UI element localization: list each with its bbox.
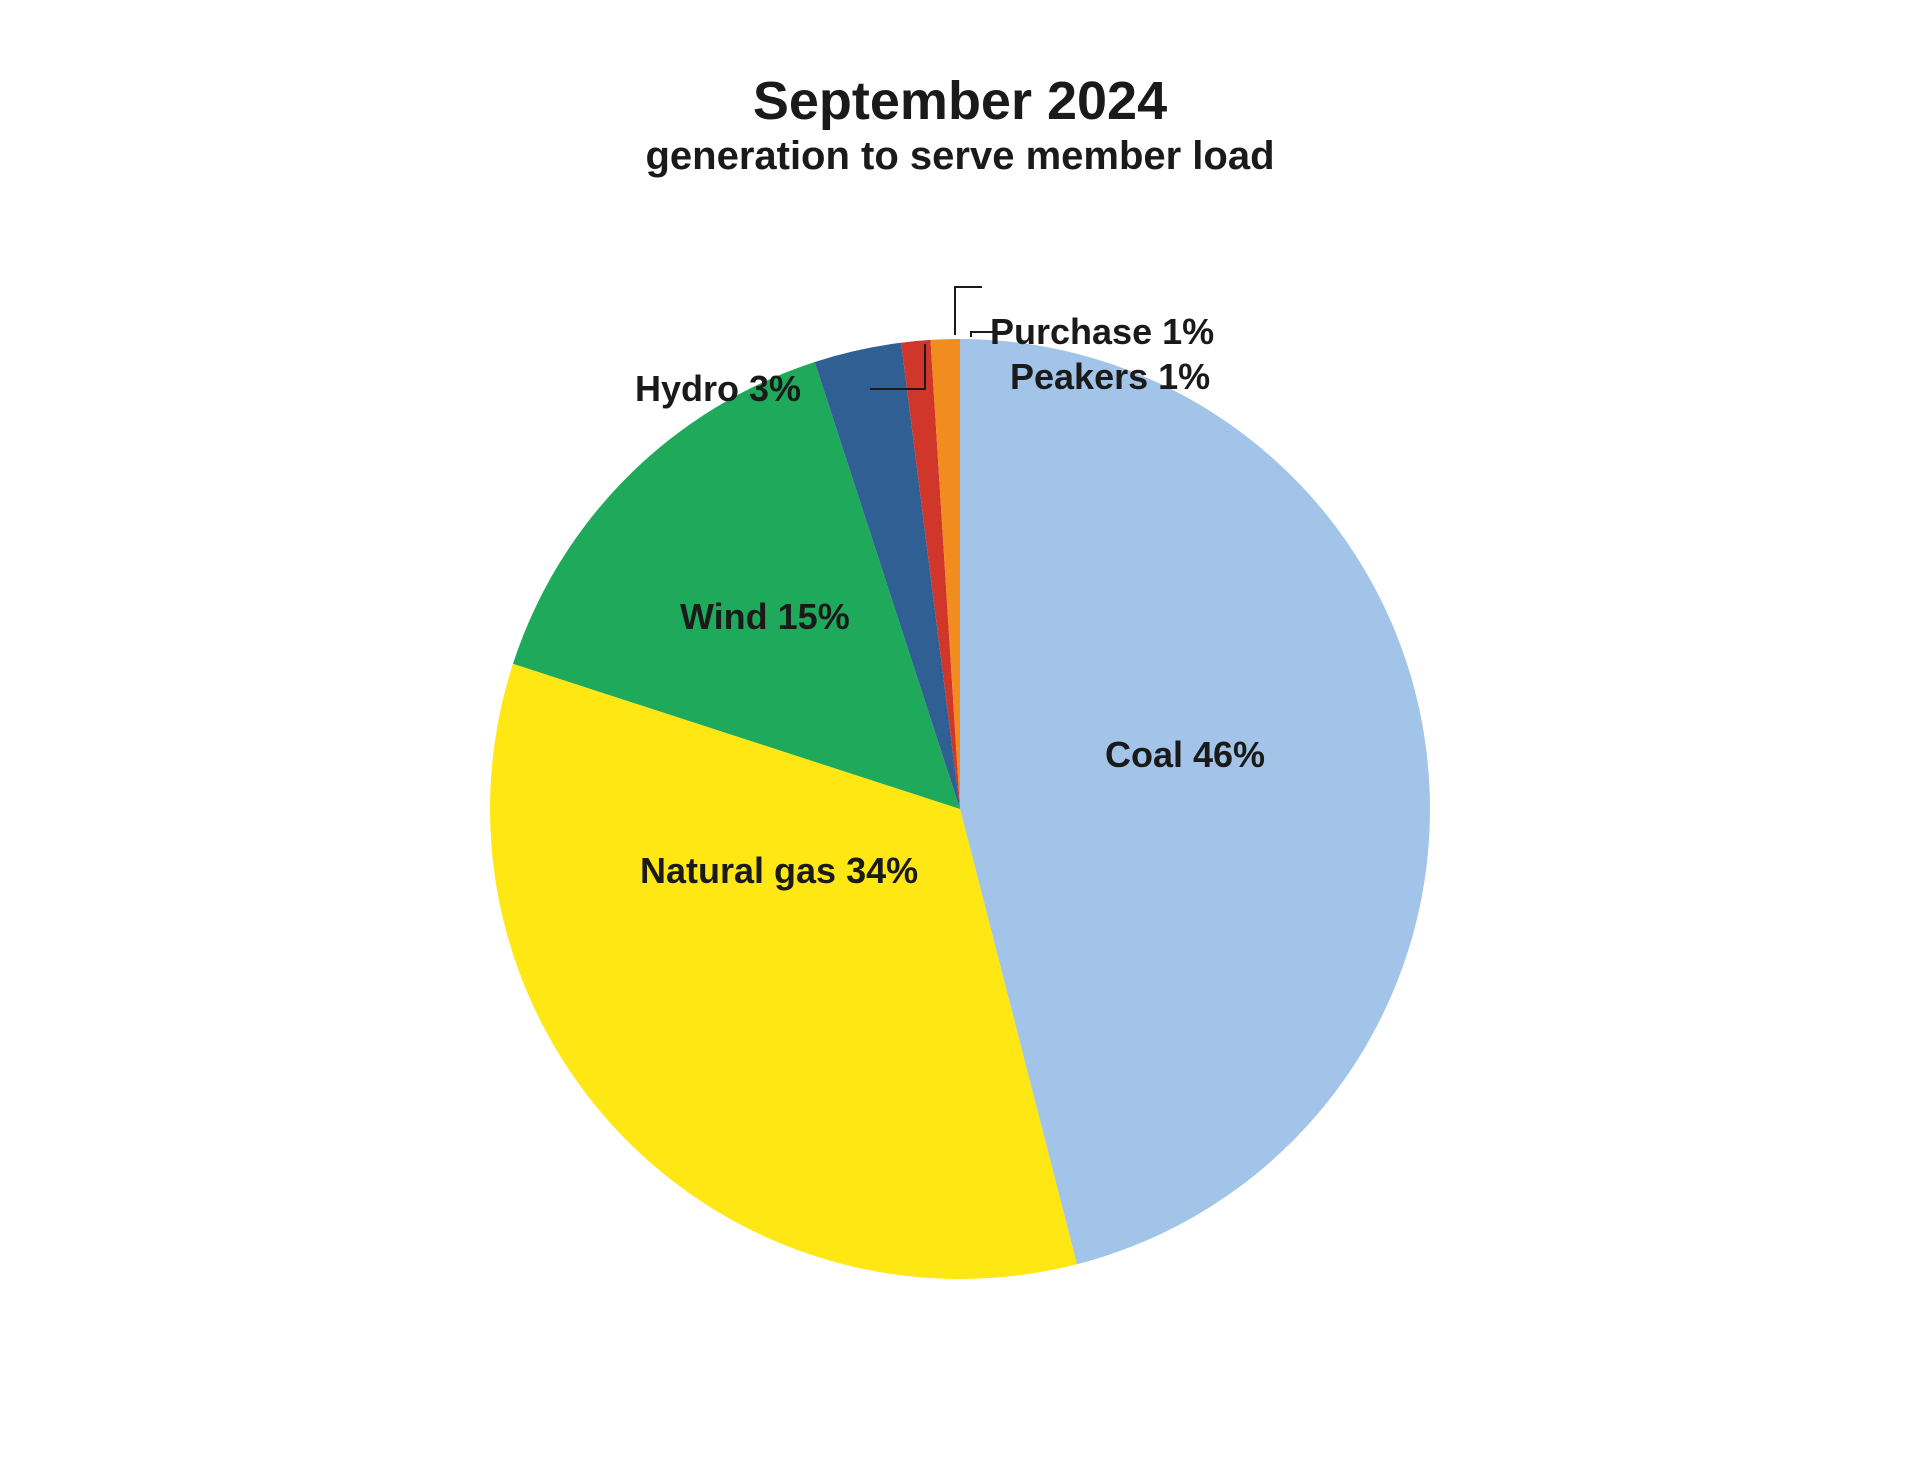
slice-label-wind: Wind 15% <box>680 596 850 638</box>
pie-chart-area: Coal 46% Natural gas 34% Wind 15% Hydro 3% P… <box>410 219 1510 1319</box>
pie-chart <box>410 219 1510 1319</box>
slice-label-natgas: Natural gas 34% <box>640 850 918 892</box>
chart-container: September 2024 generation to serve membe… <box>410 70 1510 1319</box>
leader-line-purchase <box>955 287 982 335</box>
slice-label-peakers: Peakers 1% <box>1010 356 1210 398</box>
chart-title: September 2024 <box>410 70 1510 132</box>
slice-label-hydro: Hydro 3% <box>635 368 801 410</box>
slice-label-coal: Coal 46% <box>1105 734 1265 776</box>
slice-label-purchase: Purchase 1% <box>990 311 1214 353</box>
chart-subtitle: generation to serve member load <box>410 134 1510 179</box>
